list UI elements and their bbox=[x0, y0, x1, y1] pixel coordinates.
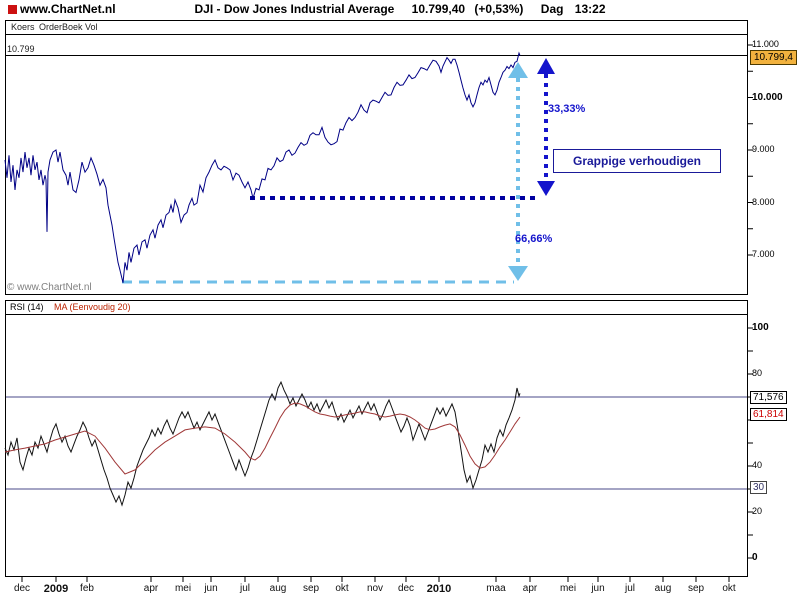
rsi-indicator-label: RSI (14) bbox=[10, 302, 44, 312]
rsi-value-tag: 71,576 bbox=[750, 391, 787, 404]
chartnet-logo-icon bbox=[8, 4, 17, 14]
last-price: 10.799,40 bbox=[411, 2, 466, 16]
x-axis-label: 2010 bbox=[426, 583, 452, 595]
x-axis-label: apr bbox=[522, 583, 538, 594]
rsi-axis-label: 100 bbox=[752, 322, 769, 333]
rsi-axis-label: 0 bbox=[752, 552, 758, 563]
x-axis-label: 2009 bbox=[43, 583, 69, 595]
rsi-level30-tag: 30 bbox=[750, 481, 768, 494]
x-axis-label: feb bbox=[80, 583, 94, 594]
instrument-title: DJI - Dow Jones Industrial Average bbox=[194, 2, 395, 16]
x-axis-label: jul bbox=[624, 583, 635, 594]
x-axis-label: mei bbox=[559, 583, 577, 594]
x-axis-label: dec bbox=[397, 583, 415, 594]
x-axis-label: sep bbox=[302, 583, 320, 594]
tab-koers[interactable]: Koers bbox=[11, 22, 35, 32]
x-axis-label: apr bbox=[143, 583, 159, 594]
price-axis-label: 10.000 bbox=[752, 91, 783, 103]
last-price-tag: 10.799,4 bbox=[750, 50, 797, 65]
rsi-axis-label: 40 bbox=[752, 460, 763, 470]
x-axis-label: sep bbox=[687, 583, 705, 594]
brand: www.ChartNet.nl bbox=[8, 2, 116, 16]
x-axis-label: aug bbox=[654, 583, 672, 594]
quote-time: 13:22 bbox=[574, 2, 606, 16]
x-axis-label: mei bbox=[174, 583, 192, 594]
price-axis-label: 9.000 bbox=[752, 144, 775, 154]
annotation-66pct-label[interactable]: 66,66% bbox=[515, 233, 553, 245]
tab-orderboek-vol[interactable]: OrderBoek Vol bbox=[39, 22, 98, 32]
rsi-header: RSI (14) MA (Eenvoudig 20) bbox=[6, 301, 747, 315]
price-level-label: 10.799 bbox=[7, 44, 35, 54]
brand-text: www.ChartNet.nl bbox=[20, 2, 116, 16]
interval-label: Dag bbox=[540, 2, 564, 16]
rsi-chart-panel: RSI (14) MA (Eenvoudig 20) bbox=[5, 300, 748, 577]
price-axis-label: 8.000 bbox=[752, 196, 775, 207]
ma-indicator-label: MA (Eenvoudig 20) bbox=[54, 302, 131, 312]
x-axis-label: jun bbox=[204, 583, 218, 594]
rsi-axis-label: 80 bbox=[752, 368, 763, 378]
x-axis-label: okt bbox=[335, 583, 349, 594]
annotation-text-box[interactable]: Grappige verhoudigen bbox=[553, 149, 721, 173]
rsi-axis-label: 20 bbox=[752, 506, 763, 516]
price-axis-label: 11.000 bbox=[752, 39, 779, 49]
x-axis-label: jun bbox=[591, 583, 605, 594]
rsi-ma-value-tag: 61,814 bbox=[750, 408, 787, 421]
x-axis-label: maa bbox=[486, 583, 506, 594]
price-axis-label: 7.000 bbox=[752, 249, 775, 259]
header: www.ChartNet.nl DJI - Dow Jones Industri… bbox=[0, 0, 800, 19]
x-axis-label: jul bbox=[239, 583, 250, 594]
x-axis-label: aug bbox=[269, 583, 287, 594]
annotation-33pct-label[interactable]: 33,33% bbox=[548, 103, 586, 115]
x-axis-label: okt bbox=[722, 583, 736, 594]
x-axis-label: nov bbox=[366, 583, 384, 594]
tab-bar: Koers OrderBoek Vol bbox=[6, 21, 747, 35]
x-axis-label: dec bbox=[13, 583, 31, 594]
watermark: © www.ChartNet.nl bbox=[7, 282, 92, 293]
chart-title-bar: DJI - Dow Jones Industrial Average 10.79… bbox=[0, 2, 800, 16]
price-change: (+0,53%) bbox=[474, 2, 524, 16]
